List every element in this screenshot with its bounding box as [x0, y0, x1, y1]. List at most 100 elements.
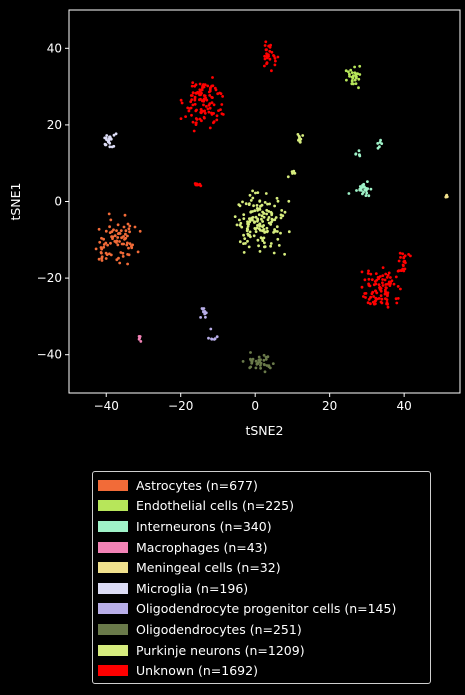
data-point [246, 225, 250, 228]
data-point [108, 145, 112, 149]
data-point [242, 217, 246, 221]
data-point [364, 194, 368, 198]
data-point [274, 59, 277, 63]
data-point [249, 235, 252, 239]
data-point [215, 335, 219, 339]
data-point [384, 286, 388, 289]
data-point [263, 44, 267, 47]
data-point [198, 117, 202, 121]
legend-label: Endothelial cells (n=225) [136, 498, 294, 514]
data-point [257, 213, 261, 217]
data-point [263, 54, 266, 58]
data-point [190, 98, 194, 101]
data-point [383, 278, 387, 282]
legend: Astrocytes (n=677) Endothelial cells (n=2… [92, 471, 431, 684]
data-point [286, 175, 290, 179]
data-point [100, 256, 104, 260]
data-point [267, 210, 271, 213]
y-tick-label: −40 [37, 348, 62, 362]
data-point [194, 117, 198, 120]
data-point [194, 109, 198, 113]
data-point [366, 301, 370, 305]
data-point [128, 242, 132, 246]
data-point [358, 187, 362, 191]
data-point [97, 227, 101, 231]
data-point [260, 203, 264, 207]
data-point [200, 91, 203, 95]
data-point [108, 252, 111, 256]
data-point [351, 74, 355, 78]
data-point [260, 217, 263, 221]
data-point [277, 244, 281, 247]
data-point [233, 215, 237, 219]
data-point [283, 252, 286, 256]
data-point [297, 138, 301, 141]
data-point [374, 302, 377, 306]
data-point [196, 90, 200, 94]
data-point [258, 360, 262, 364]
legend-label: Oligodendrocytes (n=251) [136, 621, 302, 637]
data-point [401, 263, 405, 267]
data-point [366, 272, 370, 275]
data-point [115, 239, 119, 243]
data-point [362, 182, 366, 186]
data-point [102, 245, 106, 249]
data-point [264, 40, 268, 44]
data-point [211, 84, 215, 88]
data-point [384, 291, 388, 295]
data-point [189, 100, 193, 104]
data-point [256, 238, 260, 242]
data-point [280, 209, 284, 212]
data-point [396, 285, 400, 288]
data-point [246, 228, 250, 231]
data-point [298, 140, 302, 144]
data-point [118, 240, 121, 243]
data-point [374, 272, 378, 275]
x-tick-label: −20 [168, 399, 193, 413]
data-point [180, 101, 184, 105]
data-point [242, 213, 246, 217]
data-point [186, 106, 190, 110]
data-point [256, 224, 259, 227]
legend-item: Microglia (n=196) [98, 578, 424, 599]
data-point [201, 307, 205, 311]
data-point [367, 282, 370, 286]
data-point [386, 273, 390, 277]
data-point [127, 246, 130, 250]
data-point [399, 269, 403, 272]
data-point [366, 180, 369, 184]
data-point [376, 142, 380, 145]
data-point [198, 98, 201, 102]
data-point [370, 278, 374, 281]
data-point [264, 357, 268, 361]
data-point [361, 192, 364, 196]
data-point [369, 272, 373, 276]
data-point [111, 237, 114, 241]
legend-item: Astrocytes (n=677) [98, 475, 424, 496]
data-point [268, 366, 272, 370]
data-point [208, 106, 212, 110]
data-point [389, 276, 392, 279]
data-point [398, 251, 402, 255]
data-point [202, 310, 205, 314]
data-point [207, 103, 211, 107]
data-point [269, 43, 272, 47]
legend-swatch [98, 541, 128, 553]
data-point [126, 241, 129, 245]
legend-swatch [98, 500, 128, 512]
series-2 [347, 138, 384, 198]
data-point [105, 134, 109, 137]
data-point [357, 149, 361, 153]
data-point [241, 360, 245, 363]
data-point [262, 358, 266, 362]
data-point [249, 210, 253, 214]
data-point [212, 103, 216, 107]
data-point [122, 242, 125, 246]
data-point [191, 103, 195, 107]
data-point [254, 191, 257, 195]
data-point [249, 358, 253, 362]
data-point [109, 241, 112, 245]
data-point [204, 315, 207, 319]
data-point [113, 234, 117, 238]
